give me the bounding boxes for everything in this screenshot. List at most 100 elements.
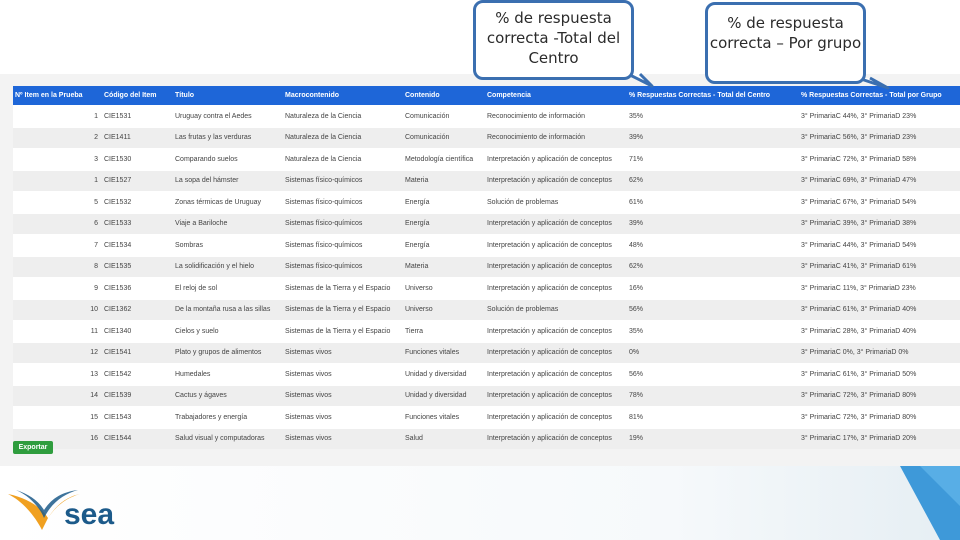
table-row[interactable]: 1 CIE1531 Uruguay contra el Aedes Naturalez… (13, 105, 960, 127)
cell-competence: Interpretación y aplicación de conceptos (485, 169, 627, 192)
cell-title: Las frutas y las verduras (173, 126, 283, 149)
col-header-title[interactable]: Título (173, 86, 283, 106)
cell-item-number: 5 (13, 191, 102, 213)
table-body: 1 CIE1531 Uruguay contra el Aedes Naturalez… (13, 105, 960, 449)
logo-swoosh-blue (16, 490, 78, 518)
cell-item-code: CIE1544 (102, 427, 173, 449)
cell-pct-group: 3° PrimariaC 39%, 3° PrimariaD 38% (799, 212, 960, 235)
cell-pct-center: 56% (627, 363, 799, 385)
col-header-item-number[interactable]: Nº Item en la Prueba (13, 86, 102, 106)
cell-item-code: CIE1532 (102, 191, 173, 213)
table-row[interactable]: 15 CIE1543 Trabajadores y energía Sistemas … (13, 406, 960, 428)
cell-pct-group: 3° PrimariaC 44%, 3° PrimariaD 23% (799, 105, 960, 127)
cell-item-number: 6 (13, 212, 102, 235)
table-row[interactable]: 3 CIE1530 Comparando suelos Naturaleza de l… (13, 148, 960, 170)
cell-item-number: 11 (13, 320, 102, 342)
table-row[interactable]: 16 CIE1544 Salud visual y computadoras Sist… (13, 427, 960, 449)
table-row[interactable]: 8 CIE1535 La solidificación y el hielo Sist… (13, 255, 960, 278)
cell-content: Tierra (403, 320, 485, 342)
cell-item-number: 9 (13, 277, 102, 299)
cell-pct-center: 78% (627, 384, 799, 407)
cell-competence: Interpretación y aplicación de conceptos (485, 234, 627, 256)
cell-pct-center: 48% (627, 234, 799, 256)
cell-content: Energía (403, 234, 485, 256)
cell-title: Uruguay contra el Aedes (173, 105, 283, 127)
cell-macrocontent: Naturaleza de la Ciencia (283, 148, 403, 170)
sea-logo: sea (8, 490, 114, 531)
cell-pct-center: 35% (627, 320, 799, 342)
cell-content: Salud (403, 427, 485, 449)
cell-competence: Reconocimiento de información (485, 105, 627, 127)
cell-item-number: 14 (13, 384, 102, 407)
cell-item-number: 1 (13, 169, 102, 192)
table-row[interactable]: 12 CIE1541 Plato y grupos de alimentos Sist… (13, 341, 960, 364)
cell-pct-center: 56% (627, 298, 799, 321)
cell-content: Metodología científica (403, 148, 485, 170)
cell-title: El reloj de sol (173, 277, 283, 299)
cell-content: Funciones vitales (403, 406, 485, 428)
cell-item-number: 3 (13, 148, 102, 170)
cell-macrocontent: Naturaleza de la Ciencia (283, 105, 403, 127)
table-row[interactable]: 13 CIE1542 Humedales Sistemas vivos Unidad y… (13, 363, 960, 385)
cell-pct-center: 62% (627, 169, 799, 192)
table-row[interactable]: 9 CIE1536 El reloj de sol Sistemas de la Ti… (13, 277, 960, 299)
col-header-pct-group[interactable]: % Respuestas Correctas - Total por Grupo (799, 86, 960, 106)
table-row[interactable]: 14 CIE1539 Cactus y ágaves Sistemas vivos Un… (13, 384, 960, 407)
cell-competence: Interpretación y aplicación de conceptos (485, 212, 627, 235)
cell-title: De la montaña rusa a las sillas (173, 298, 283, 321)
cell-pct-group: 3° PrimariaC 0%, 3° PrimariaD 0% (799, 341, 960, 364)
cell-macrocontent: Sistemas de la Tierra y el Espacio (283, 298, 403, 321)
cell-macrocontent: Sistemas vivos (283, 363, 403, 385)
cell-pct-center: 19% (627, 427, 799, 449)
cell-pct-group: 3° PrimariaC 72%, 3° PrimariaD 80% (799, 384, 960, 407)
cell-pct-group: 3° PrimariaC 41%, 3° PrimariaD 61% (799, 255, 960, 278)
cell-pct-group: 3° PrimariaC 61%, 3° PrimariaD 40% (799, 298, 960, 321)
table-row[interactable]: 11 CIE1340 Cielos y suelo Sistemas de la Ti… (13, 320, 960, 342)
cell-item-number: 10 (13, 298, 102, 321)
cell-item-number: 7 (13, 234, 102, 256)
cell-item-code: CIE1539 (102, 384, 173, 407)
cell-pct-center: 39% (627, 212, 799, 235)
cell-content: Unidad y diversidad (403, 363, 485, 385)
table-row[interactable]: 2 CIE1411 Las frutas y las verduras Natural… (13, 126, 960, 149)
cell-macrocontent: Sistemas vivos (283, 406, 403, 428)
cell-item-code: CIE1533 (102, 212, 173, 235)
cell-title: Sombras (173, 234, 283, 256)
cell-competence: Reconocimiento de información (485, 126, 627, 149)
callout-pointer-group (857, 76, 890, 90)
cell-content: Energía (403, 191, 485, 213)
col-header-content[interactable]: Contenido (403, 86, 485, 106)
cell-title: Cielos y suelo (173, 320, 283, 342)
cell-pct-group: 3° PrimariaC 17%, 3° PrimariaD 20% (799, 427, 960, 449)
cell-pct-group: 3° PrimariaC 11%, 3° PrimariaD 23% (799, 277, 960, 299)
callout-arrows (627, 72, 890, 90)
cell-competence: Interpretación y aplicación de conceptos (485, 384, 627, 407)
cell-pct-center: 39% (627, 126, 799, 149)
cell-pct-group: 3° PrimariaC 72%, 3° PrimariaD 80% (799, 406, 960, 428)
cell-pct-group: 3° PrimariaC 44%, 3° PrimariaD 54% (799, 234, 960, 256)
col-header-competence[interactable]: Competencia (485, 86, 627, 106)
col-header-macrocontent[interactable]: Macrocontenido (283, 86, 403, 106)
col-header-pct-center[interactable]: % Respuestas Correctas - Total del Centr… (627, 86, 799, 106)
table-row[interactable]: 6 CIE1533 Viaje a Bariloche Sistemas físico… (13, 212, 960, 235)
cell-pct-group: 3° PrimariaC 56%, 3° PrimariaD 23% (799, 126, 960, 149)
cell-macrocontent: Sistemas vivos (283, 341, 403, 364)
table-row[interactable]: 10 CIE1362 De la montaña rusa a las sillas… (13, 298, 960, 321)
table-row[interactable]: 5 CIE1532 Zonas térmicas de Uruguay Sistema… (13, 191, 960, 213)
logo-swoosh-orange (8, 494, 80, 530)
callout-total-center: % de respuesta correcta -Total del Centr… (473, 0, 634, 80)
table-row[interactable]: 1 CIE1527 La sopa del hámster Sistemas físi… (13, 169, 960, 192)
cell-item-code: CIE1340 (102, 320, 173, 342)
slide-footer (0, 466, 960, 540)
cell-pct-group: 3° PrimariaC 61%, 3° PrimariaD 50% (799, 363, 960, 385)
col-header-item-code[interactable]: Código del Item (102, 86, 173, 106)
cell-item-code: CIE1411 (102, 126, 173, 149)
cell-macrocontent: Sistemas físico-químicos (283, 234, 403, 256)
export-button[interactable]: Exportar (13, 441, 53, 454)
table-row[interactable]: 7 CIE1534 Sombras Sistemas físico-químicos E… (13, 234, 960, 256)
cell-competence: Interpretación y aplicación de conceptos (485, 363, 627, 385)
cell-content: Unidad y diversidad (403, 384, 485, 407)
cell-competence: Interpretación y aplicación de conceptos (485, 255, 627, 278)
cell-pct-group: 3° PrimariaC 67%, 3° PrimariaD 54% (799, 191, 960, 213)
cell-item-number: 2 (13, 126, 102, 149)
